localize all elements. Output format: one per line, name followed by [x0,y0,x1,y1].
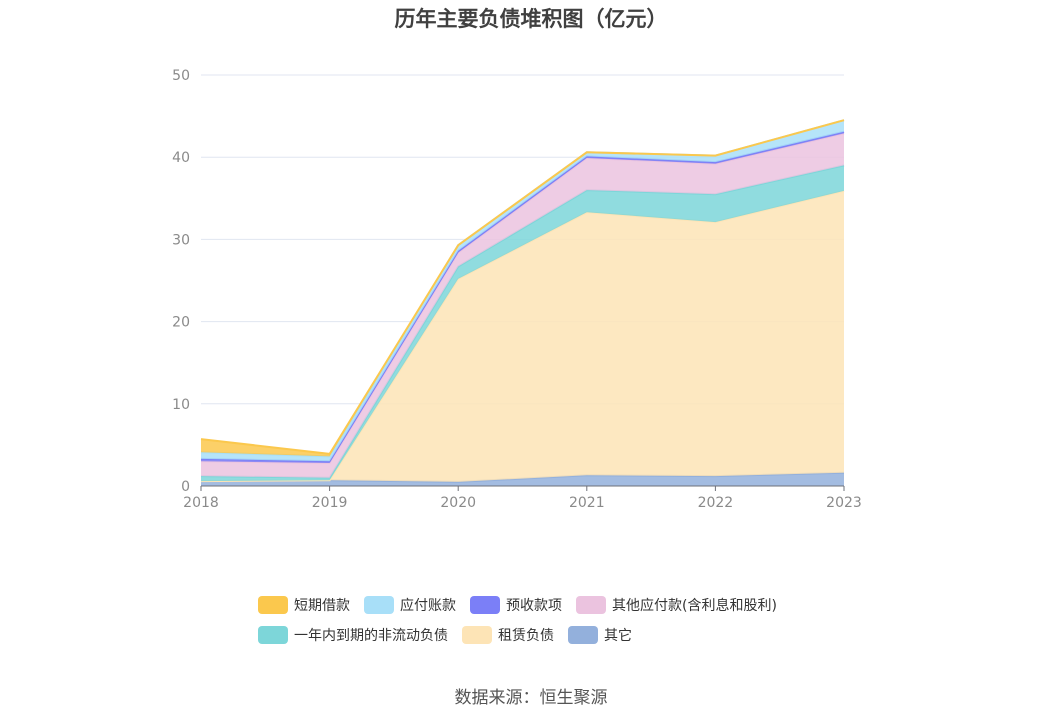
x-tick-label: 2022 [698,495,734,511]
legend-item[interactable]: 短期借款 [258,595,350,615]
y-tick-label: 40 [172,150,190,166]
y-tick-label: 10 [172,397,190,413]
legend-label: 其他应付款(含利息和股利) [612,598,777,614]
legend-label: 预收款项 [506,598,562,614]
chart-title: 历年主要负债堆积图（亿元） [394,7,668,31]
legend-item[interactable]: 其他应付款(含利息和股利) [576,595,777,615]
legend-label: 应付账款 [400,598,456,614]
legend-swatch [576,596,606,614]
y-tick-label: 0 [181,479,190,495]
area-series-3 [201,133,844,478]
legend-row: 短期借款 应付账款 预收款项 其他应付款(含利息和股利) [258,590,858,620]
legend-swatch [258,596,288,614]
legend-item[interactable]: 预收款项 [470,595,562,615]
legend-label: 短期借款 [294,598,350,614]
x-tick-label: 2023 [826,495,862,511]
legend-item[interactable]: 应付账款 [364,595,456,615]
x-tick-label: 2019 [312,495,348,511]
legend-swatch [568,626,598,644]
x-tick-label: 2018 [183,495,219,511]
legend-item[interactable]: 租赁负债 [462,625,554,645]
data-source: 数据来源：恒生聚源 [454,688,608,708]
legend-label: 其它 [604,628,632,644]
legend-item[interactable]: 一年内到期的非流动负债 [258,625,448,645]
y-tick-label: 50 [172,68,190,84]
x-tick-label: 2020 [440,495,476,511]
legend-item[interactable]: 其它 [568,625,632,645]
legend-row: 一年内到期的非流动负债 租赁负债 其它 [258,620,858,650]
x-tick-label: 2021 [569,495,605,511]
y-tick-label: 30 [172,232,190,248]
y-tick-label: 20 [172,315,190,331]
legend-label: 租赁负债 [498,628,554,644]
legend-swatch [258,626,288,644]
legend-label: 一年内到期的非流动负债 [294,628,448,644]
area-series-1 [201,190,844,482]
legend-swatch [364,596,394,614]
legend-swatch [462,626,492,644]
chart-plot: 0 10 20 30 40 50 2018 2019 2020 2021 2022 2023 [172,68,862,511]
legend-swatch [470,596,500,614]
line-series-6 [200,119,845,455]
chart-legend: 短期借款 应付账款 预收款项 其他应付款(含利息和股利) 一年内到期的非流动负债 租赁负债… [258,590,858,650]
